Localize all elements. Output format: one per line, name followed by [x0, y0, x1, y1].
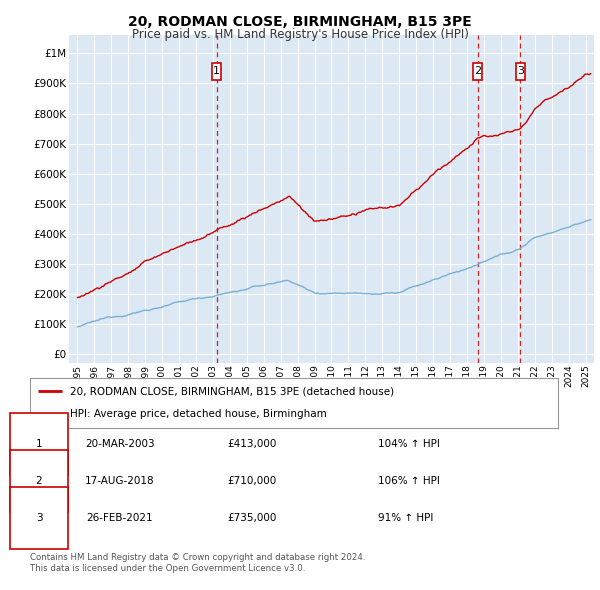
- Text: 20-MAR-2003: 20-MAR-2003: [85, 439, 155, 448]
- Text: 1: 1: [35, 439, 43, 448]
- Text: 17-AUG-2018: 17-AUG-2018: [85, 476, 155, 486]
- Text: Price paid vs. HM Land Registry's House Price Index (HPI): Price paid vs. HM Land Registry's House …: [131, 28, 469, 41]
- Text: 26-FEB-2021: 26-FEB-2021: [86, 513, 154, 523]
- Text: 20, RODMAN CLOSE, BIRMINGHAM, B15 3PE (detached house): 20, RODMAN CLOSE, BIRMINGHAM, B15 3PE (d…: [70, 386, 394, 396]
- Text: 91% ↑ HPI: 91% ↑ HPI: [378, 513, 433, 523]
- Text: 2: 2: [35, 476, 43, 486]
- Text: £735,000: £735,000: [227, 513, 277, 523]
- Text: 3: 3: [35, 513, 43, 523]
- Text: Contains HM Land Registry data © Crown copyright and database right 2024.
This d: Contains HM Land Registry data © Crown c…: [30, 553, 365, 573]
- Text: £413,000: £413,000: [227, 439, 277, 448]
- FancyBboxPatch shape: [212, 63, 221, 80]
- FancyBboxPatch shape: [516, 63, 524, 80]
- Text: 20, RODMAN CLOSE, BIRMINGHAM, B15 3PE: 20, RODMAN CLOSE, BIRMINGHAM, B15 3PE: [128, 15, 472, 29]
- Text: £710,000: £710,000: [227, 476, 277, 486]
- Text: 3: 3: [517, 67, 524, 77]
- Text: 106% ↑ HPI: 106% ↑ HPI: [378, 476, 440, 486]
- Text: 104% ↑ HPI: 104% ↑ HPI: [378, 439, 440, 448]
- Text: HPI: Average price, detached house, Birmingham: HPI: Average price, detached house, Birm…: [70, 409, 326, 419]
- FancyBboxPatch shape: [473, 63, 482, 80]
- Text: 2: 2: [474, 67, 481, 77]
- Text: 1: 1: [213, 67, 220, 77]
